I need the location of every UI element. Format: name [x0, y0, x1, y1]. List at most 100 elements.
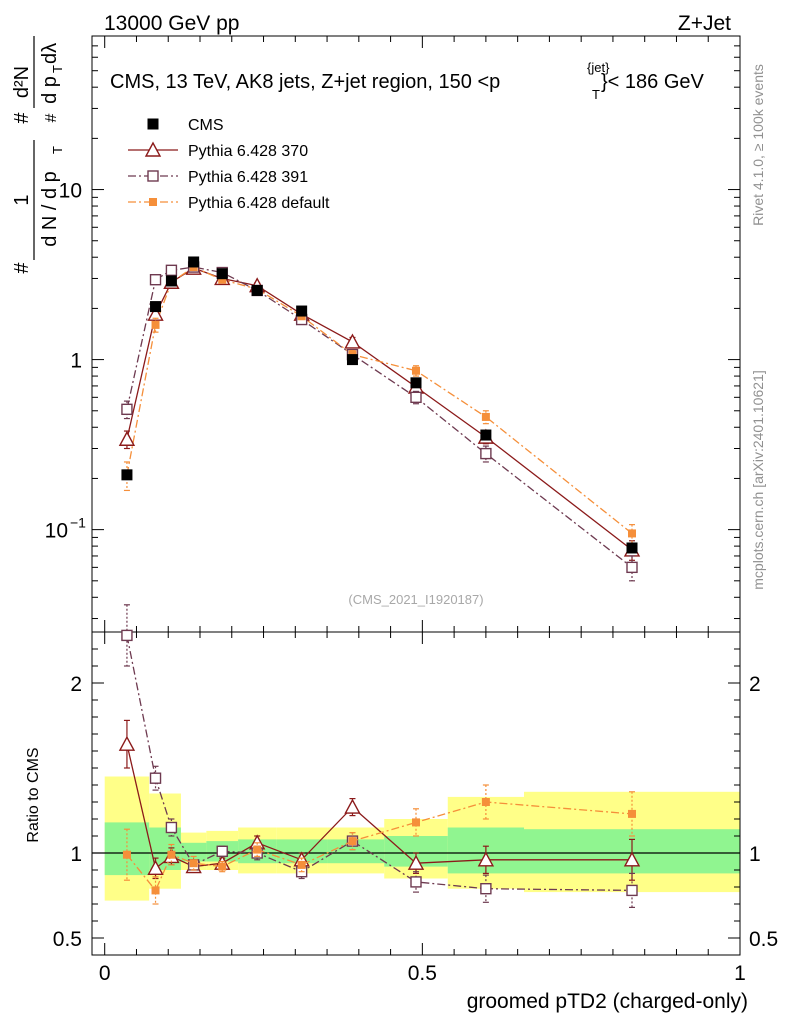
- data-marker: [412, 818, 420, 827]
- data-marker: [149, 772, 162, 784]
- rivet-label: Rivet 4.1.0, ≥ 100k events: [750, 64, 766, 226]
- x-tick-label: 0: [99, 962, 111, 985]
- data-marker: [412, 366, 420, 375]
- y-tick-label-exponent: −1: [70, 515, 86, 531]
- data-marker: [121, 629, 133, 642]
- data-marker: [626, 884, 638, 897]
- chart-title: CMS, 13 TeV, AK8 jets, Z+jet region, 150…: [110, 60, 705, 102]
- data-marker: [147, 170, 159, 182]
- y-tick-label-ratio-right: 1: [749, 843, 761, 866]
- ratio-y-axis-label: Ratio to CMS: [25, 747, 42, 842]
- ylabel-numerator-2: d²N: [11, 66, 33, 98]
- legend-label: Pythia 6.428 370: [188, 143, 308, 160]
- data-marker: [348, 837, 357, 846]
- ratio-band-green: [276, 839, 328, 864]
- legend-label: Pythia 6.428 default: [188, 195, 330, 212]
- data-marker: [297, 860, 306, 869]
- y-tick-label-ratio: 1: [70, 843, 82, 866]
- data-marker: [118, 430, 136, 446]
- y-tick-label-ratio-right: 0.5: [749, 928, 778, 951]
- data-marker: [628, 529, 636, 538]
- data-marker: [189, 859, 198, 868]
- ylabel-hash: #: [11, 112, 33, 124]
- x-tick-label: 0.5: [408, 962, 437, 985]
- data-marker: [118, 735, 136, 751]
- data-marker: [410, 876, 422, 888]
- data-marker: [167, 850, 176, 859]
- y-tick-label-ratio: 0.5: [53, 928, 82, 951]
- data-marker: [623, 851, 641, 867]
- ylabel-denominator-2: d p: [39, 76, 61, 104]
- ylabel-numerator: 1: [11, 194, 33, 205]
- data-marker: [147, 859, 164, 875]
- data-marker: [149, 274, 162, 286]
- axis-ticks: [92, 35, 741, 956]
- data-marker: [150, 301, 162, 313]
- data-marker: [477, 851, 495, 867]
- y-tick-label-ratio: 2: [70, 673, 82, 696]
- data-marker: [165, 275, 177, 287]
- title-subscript: T: [592, 87, 600, 102]
- series-line-Pythia-6428-default: [126, 266, 633, 534]
- data-marker: [121, 469, 133, 481]
- data-marker: [121, 403, 133, 416]
- data-marker: [480, 429, 492, 441]
- data-marker: [122, 850, 131, 859]
- data-marker: [628, 809, 636, 818]
- x-axis-label: groomed pTD2 (charged-only): [467, 990, 748, 1013]
- data-marker: [480, 447, 492, 460]
- y-tick-label-ratio-right: 2: [749, 673, 761, 696]
- data-marker: [251, 284, 263, 296]
- data-marker: [147, 118, 159, 130]
- data-marker: [626, 561, 638, 574]
- main-y-axis-label: 1 d N / d p T # # # d²N d p T dλ: [11, 36, 65, 274]
- data-marker: [407, 854, 425, 870]
- data-marker: [218, 275, 227, 284]
- data-marker: [151, 320, 160, 329]
- ratio-band-green: [180, 842, 207, 862]
- header-left: 13000 GeV pp: [104, 12, 239, 35]
- legend-label: CMS: [188, 117, 224, 134]
- data-marker: [165, 821, 178, 834]
- data-marker: [410, 391, 422, 404]
- data-marker: [481, 798, 490, 806]
- data-marker: [626, 542, 638, 554]
- data-marker: [346, 354, 358, 366]
- y-tick-label-main: 10: [45, 520, 68, 543]
- data-marker: [480, 883, 492, 895]
- y-tick-label-main: 10: [59, 180, 82, 203]
- data-marker: [481, 412, 490, 421]
- data-marker: [216, 268, 228, 280]
- ratio-series: [118, 604, 641, 909]
- data-marker: [253, 845, 262, 854]
- data-marker: [216, 845, 228, 857]
- ratio-band-green: [327, 839, 385, 864]
- series-line-Pythia-6428-391: [126, 266, 633, 568]
- title-end: }< 186 GeV: [601, 71, 705, 93]
- data-marker: [410, 377, 422, 389]
- data-marker: [296, 305, 308, 317]
- mcplots-label: mcplots.cern.ch [arXiv:2401.10621]: [750, 370, 766, 589]
- chart-title-text: CMS, 13 TeV, AK8 jets, Z+jet region, 150…: [110, 71, 500, 93]
- data-marker: [344, 798, 361, 814]
- legend: CMS Pythia 6.428 370 Pythia 6.428 391 Pythi…: [128, 117, 330, 212]
- x-tick-label: 1: [734, 962, 746, 985]
- data-marker: [165, 264, 178, 277]
- y-tick-label-main: 1: [70, 350, 82, 373]
- main-y-axis-label-rotated: 1 d N / d p T # # # d²N d p T dλ: [11, 36, 65, 274]
- ylabel-denominator-2-sub: T: [50, 65, 65, 73]
- data-marker: [188, 256, 200, 268]
- ratio-frame: [91, 631, 741, 956]
- data-marker: [149, 198, 157, 206]
- data-marker: [144, 141, 162, 157]
- data-marker: [218, 862, 227, 871]
- data-marker: [151, 886, 160, 895]
- main-series: [118, 256, 641, 582]
- header-right: Z+Jet: [678, 12, 731, 35]
- data-marker: [344, 333, 361, 349]
- ylabel-hash: #: [43, 113, 60, 122]
- title-superscript: {jet}: [587, 60, 610, 75]
- ylabel-denominator-sub: T: [50, 146, 65, 154]
